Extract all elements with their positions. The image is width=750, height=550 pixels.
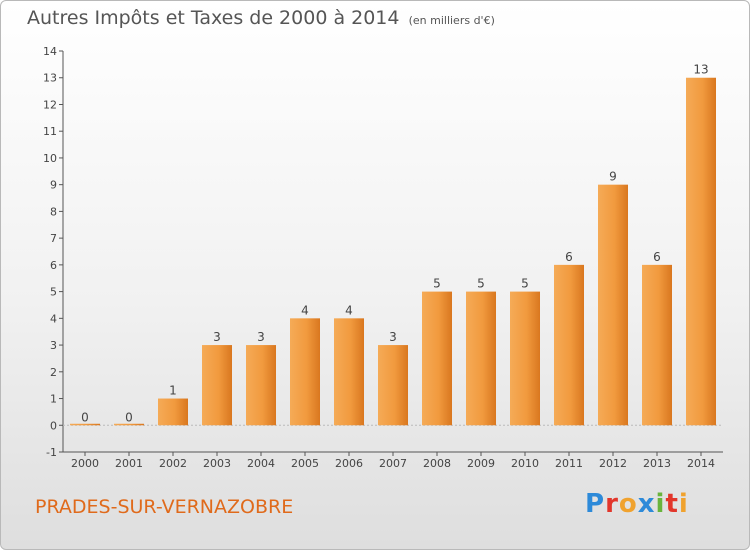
logo-letter: t — [665, 489, 679, 519]
bar — [202, 345, 232, 426]
x-tick-label: 2012 — [599, 457, 627, 470]
y-tick-label: 10 — [43, 152, 57, 165]
chart-title: Autres Impôts et Taxes de 2000 à 2014 (e… — [27, 7, 495, 29]
y-tick-label: 1 — [50, 393, 57, 406]
y-tick-label: 9 — [50, 179, 57, 192]
bar-value-label: 5 — [521, 277, 529, 291]
bar — [158, 398, 188, 426]
y-tick-label: -1 — [46, 446, 57, 459]
proxiti-logo: Proxiti — [585, 489, 689, 519]
logo-letter: P — [585, 489, 606, 519]
bar-value-label: 4 — [301, 303, 309, 317]
y-tick-label: 13 — [43, 72, 57, 85]
bar — [554, 264, 584, 426]
x-tick-label: 2003 — [203, 457, 231, 470]
x-tick-label: 2011 — [555, 457, 583, 470]
bar — [378, 345, 408, 426]
x-tick-label: 2007 — [379, 457, 407, 470]
x-tick-label: 2004 — [247, 457, 275, 470]
bar — [598, 184, 628, 426]
logo-letter: i — [655, 489, 666, 519]
bar-value-label: 13 — [693, 63, 708, 77]
y-tick-label: 2 — [50, 366, 57, 379]
y-tick-label: 6 — [50, 259, 57, 272]
bar-value-label: 3 — [389, 330, 397, 344]
bar — [642, 264, 672, 426]
bar — [114, 423, 144, 426]
bar-value-label: 5 — [477, 277, 485, 291]
x-tick-label: 2014 — [687, 457, 715, 470]
commune-name: PRADES-SUR-VERNAZOBRE — [35, 496, 294, 518]
x-tick-label: 2010 — [511, 457, 539, 470]
logo-letter: r — [605, 489, 619, 519]
y-tick-label: 4 — [50, 312, 57, 325]
logo-letter: x — [637, 489, 656, 519]
bar-value-label: 0 — [81, 410, 89, 424]
x-tick-label: 2006 — [335, 457, 363, 470]
x-tick-label: 2008 — [423, 457, 451, 470]
bar-value-label: 6 — [565, 250, 573, 264]
y-tick-label: 3 — [50, 339, 57, 352]
logo-letter: i — [678, 489, 689, 519]
bar — [246, 345, 276, 426]
bar — [70, 423, 100, 426]
y-tick-label: 11 — [43, 125, 57, 138]
subtitle-text: (en milliers d'€) — [408, 14, 495, 27]
logo-letter: o — [618, 489, 638, 519]
x-tick-label: 2002 — [159, 457, 187, 470]
bar — [686, 77, 716, 426]
bar-value-label: 0 — [125, 410, 133, 424]
bar — [466, 291, 496, 426]
x-tick-label: 2005 — [291, 457, 319, 470]
bar — [510, 291, 540, 426]
bar — [334, 318, 364, 426]
bar-value-label: 6 — [653, 250, 661, 264]
x-tick-label: 2013 — [643, 457, 671, 470]
bar-value-label: 9 — [609, 170, 617, 184]
bar-value-label: 3 — [257, 330, 265, 344]
x-tick-label: 2001 — [115, 457, 143, 470]
bar-value-label: 5 — [433, 277, 441, 291]
y-tick-label: 8 — [50, 205, 57, 218]
x-tick-label: 2000 — [71, 457, 99, 470]
bar-value-label: 3 — [213, 330, 221, 344]
y-tick-label: 14 — [43, 45, 57, 58]
title-text: Autres Impôts et Taxes de 2000 à 2014 — [27, 7, 400, 29]
y-tick-label: 12 — [43, 98, 57, 111]
x-tick-label: 2009 — [467, 457, 495, 470]
bar-value-label: 4 — [345, 303, 353, 317]
y-tick-label: 7 — [50, 232, 57, 245]
y-tick-label: 0 — [50, 419, 57, 432]
bar-value-label: 1 — [169, 384, 177, 398]
y-tick-label: 5 — [50, 286, 57, 299]
bar — [290, 318, 320, 426]
bar — [422, 291, 452, 426]
